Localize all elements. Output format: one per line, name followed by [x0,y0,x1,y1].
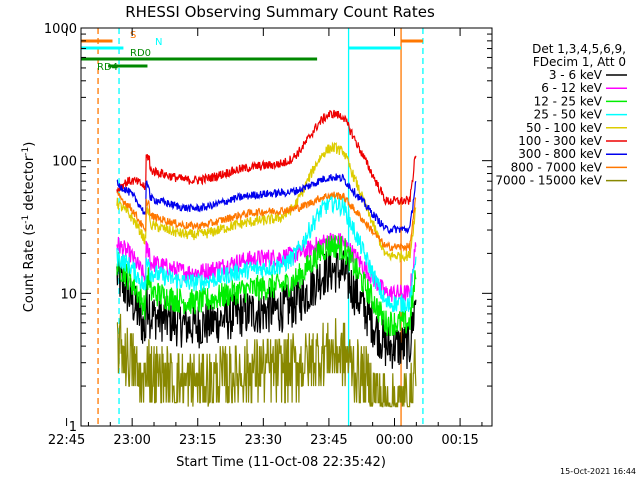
x-tick-label-3: 23:30 [245,433,282,448]
x-tick-label-2: 23:15 [179,433,216,448]
x-axis-label: Start Time (11-Oct-08 22:35:42) [176,455,386,470]
legend-label-5: 100 - 300 keV [518,134,602,148]
timestamp: 15-Oct-2021 16:44 [560,467,636,476]
series-line-0 [116,248,417,370]
x-tick-label-6: 00:15 [441,433,478,448]
flag-label-s: S [130,30,136,41]
legend-label-8: 7000 - 15000 keV [495,174,602,188]
series-line-8 [116,313,417,408]
flag-label-n: N [155,37,162,48]
legend-label-2: 12 - 25 keV [534,94,603,108]
series-line-3 [116,194,417,313]
y-tick-label-3: 1000 [44,22,77,37]
axes: 22:45 23:00 23:15 23:30 23:45 00:00 00:15 1 10 10… [44,22,492,448]
x-tick-label-5: 00:00 [376,433,413,448]
legend-label-6: 300 - 800 keV [518,147,602,161]
legend-header-line-2: FDecim 1, Att 0 [533,55,626,69]
legend-label-4: 50 - 100 keV [526,121,603,135]
y-axis-label-sup: -1 [21,215,31,224]
legend-header-line-1: Det 1,3,4,5,6,9, [532,42,626,56]
x-tick-label-1: 23:00 [113,433,150,448]
y-axis-label-close: ) [22,142,37,147]
flag-label-rd0: RD0 [130,48,151,59]
y-axis-label-tail: detector [22,155,37,215]
series-line-5 [116,109,417,207]
legend-label-3: 25 - 50 keV [534,108,603,122]
legend: Det 1,3,4,5,6,9, FDecim 1, Att 0 3 - 6 k… [495,42,627,188]
y-tick-label-2: 100 [52,155,77,170]
chart-title: RHESSI Observing Summary Count Rates [125,3,435,21]
y-axis-label: Count Rate (s-1 detector-1) [21,142,37,313]
y-axis-label-sup2: -1 [21,147,31,156]
y-axis-label-main: Count Rate (s [22,224,37,313]
series-line-1 [116,232,417,303]
series-line-6 [116,173,417,235]
x-tick-label-0: 22:45 [48,433,85,448]
series-line-7 [116,191,417,252]
series-line-2 [116,234,417,337]
legend-label-7: 800 - 7000 keV [511,160,603,174]
y-tick-label-1: 10 [60,287,77,302]
y-tick-label-0: 1 [69,420,77,435]
plot-area: S N RD0 RD4 [81,28,424,426]
x-tick-label-4: 23:45 [310,433,347,448]
plot-frame [80,27,493,427]
flag-label-rd4: RD4 [97,62,118,73]
legend-label-0: 3 - 6 keV [549,68,603,82]
legend-label-1: 6 - 12 keV [541,81,603,95]
